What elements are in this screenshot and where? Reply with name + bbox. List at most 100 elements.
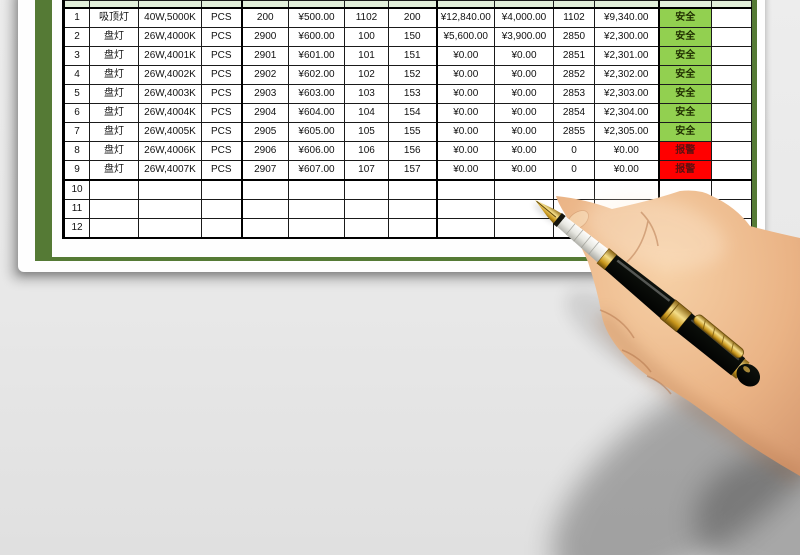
table-cell[interactable] [711,7,752,28]
table-cell[interactable]: ¥600.00 [288,27,345,47]
table-cell[interactable] [594,218,660,239]
header-cell[interactable] [658,0,712,9]
table-cell[interactable]: 26W,4000K [138,27,202,47]
table-cell[interactable]: 2853 [553,84,595,104]
table-cell[interactable]: 157 [388,160,438,181]
table-cell[interactable]: 1102 [553,7,595,28]
table-cell[interactable]: PCS [201,141,243,161]
table-cell[interactable] [138,199,202,219]
header-cell[interactable] [89,0,139,9]
table-cell[interactable]: ¥4,000.00 [494,7,554,28]
table-cell[interactable] [594,199,660,219]
header-cell[interactable] [288,0,345,9]
table-cell[interactable] [201,179,243,200]
table-cell[interactable] [553,199,595,219]
table-cell[interactable]: ¥2,302.00 [594,65,660,85]
table-cell[interactable]: ¥0.00 [494,122,554,142]
table-cell[interactable]: ¥3,900.00 [494,27,554,47]
table-cell[interactable] [241,218,289,239]
table-cell[interactable]: ¥500.00 [288,7,345,28]
table-cell[interactable]: ¥2,303.00 [594,84,660,104]
table-cell[interactable]: 盘灯 [89,160,139,181]
table-cell[interactable]: 100 [344,27,389,47]
table-cell[interactable]: 2906 [241,141,289,161]
table-cell[interactable]: 9 [63,160,90,181]
table-cell[interactable] [344,199,389,219]
table-cell[interactable]: 107 [344,160,389,181]
table-cell[interactable]: 2900 [241,27,289,47]
table-cell[interactable]: 26W,4002K [138,65,202,85]
table-cell[interactable]: 盘灯 [89,103,139,123]
table-cell[interactable]: 26W,4001K [138,46,202,66]
status-cell[interactable]: 报警 [658,141,712,161]
table-cell[interactable] [553,218,595,239]
status-cell[interactable]: 安全 [658,103,712,123]
status-cell[interactable]: 安全 [658,84,712,104]
table-cell[interactable]: ¥601.00 [288,46,345,66]
table-cell[interactable] [288,179,345,200]
table-cell[interactable]: ¥603.00 [288,84,345,104]
table-cell[interactable]: 150 [388,27,438,47]
header-cell[interactable] [711,0,752,9]
table-cell[interactable] [711,103,752,123]
table-cell[interactable] [494,179,554,200]
table-cell[interactable]: 200 [388,7,438,28]
table-cell[interactable]: 8 [63,141,90,161]
table-cell[interactable]: 26W,4004K [138,103,202,123]
table-cell[interactable]: 12 [63,218,90,239]
table-cell[interactable] [89,179,139,200]
table-cell[interactable] [388,199,438,219]
table-cell[interactable]: ¥607.00 [288,160,345,181]
table-cell[interactable] [138,179,202,200]
header-cell[interactable] [494,0,554,9]
table-cell[interactable]: 0 [553,141,595,161]
table-cell[interactable]: 6 [63,103,90,123]
header-cell[interactable] [344,0,389,9]
table-cell[interactable]: 154 [388,103,438,123]
table-cell[interactable]: PCS [201,46,243,66]
table-cell[interactable]: 155 [388,122,438,142]
table-cell[interactable]: 1102 [344,7,389,28]
table-cell[interactable] [288,199,345,219]
status-cell[interactable]: 安全 [658,27,712,47]
table-cell[interactable]: ¥604.00 [288,103,345,123]
table-cell[interactable] [711,199,752,219]
table-cell[interactable]: PCS [201,160,243,181]
table-cell[interactable]: 2855 [553,122,595,142]
table-cell[interactable]: 4 [63,65,90,85]
table-cell[interactable]: PCS [201,103,243,123]
header-cell[interactable] [594,0,660,9]
header-cell[interactable] [241,0,289,9]
table-cell[interactable]: ¥0.00 [494,46,554,66]
table-cell[interactable] [436,218,495,239]
table-cell[interactable]: 盘灯 [89,141,139,161]
table-cell[interactable]: 156 [388,141,438,161]
table-cell[interactable]: 2905 [241,122,289,142]
status-cell[interactable]: 安全 [658,122,712,142]
header-cell[interactable] [436,0,495,9]
table-cell[interactable]: 152 [388,65,438,85]
table-cell[interactable] [711,218,752,239]
table-cell[interactable] [89,199,139,219]
table-cell[interactable]: ¥0.00 [436,65,495,85]
table-cell[interactable]: ¥2,301.00 [594,46,660,66]
table-cell[interactable]: 26W,4003K [138,84,202,104]
table-cell[interactable]: ¥0.00 [594,141,660,161]
table-cell[interactable] [344,218,389,239]
table-cell[interactable] [89,218,139,239]
table-cell[interactable]: 0 [553,160,595,181]
table-cell[interactable]: ¥606.00 [288,141,345,161]
table-cell[interactable]: 40W,5000K [138,7,202,28]
table-cell[interactable]: ¥0.00 [494,141,554,161]
table-cell[interactable]: ¥0.00 [436,122,495,142]
status-cell[interactable]: 报警 [658,160,712,181]
header-cell[interactable] [388,0,438,9]
table-cell[interactable]: ¥0.00 [436,46,495,66]
table-cell[interactable]: ¥2,305.00 [594,122,660,142]
table-cell[interactable]: 151 [388,46,438,66]
table-cell[interactable]: 盘灯 [89,65,139,85]
table-cell[interactable]: 26W,4006K [138,141,202,161]
table-cell[interactable]: ¥605.00 [288,122,345,142]
table-cell[interactable]: 盘灯 [89,46,139,66]
table-cell[interactable]: ¥9,340.00 [594,7,660,28]
